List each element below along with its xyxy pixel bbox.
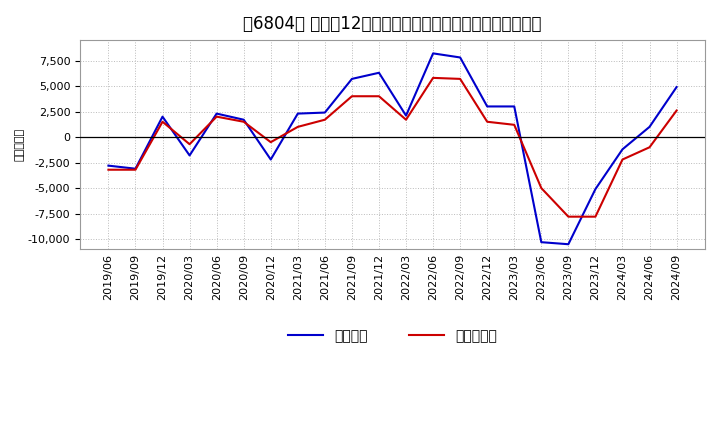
経常利益 [564, 242, 572, 247]
当期純利益 [294, 124, 302, 129]
経常利益 [374, 70, 383, 75]
当期純利益 [645, 145, 654, 150]
当期純利益 [564, 214, 572, 219]
当期純利益 [374, 94, 383, 99]
当期純利益 [402, 117, 410, 122]
経常利益 [645, 124, 654, 129]
Line: 当期純利益: 当期純利益 [109, 78, 677, 216]
当期純利益 [212, 114, 221, 119]
経常利益 [239, 117, 248, 122]
経常利益 [212, 111, 221, 116]
当期純利益 [348, 94, 356, 99]
当期純利益 [483, 119, 492, 125]
当期純利益 [320, 117, 329, 122]
当期純利益 [185, 142, 194, 147]
当期純利益 [591, 214, 600, 219]
当期純利益 [537, 185, 546, 191]
当期純利益 [239, 119, 248, 125]
当期純利益 [266, 139, 275, 145]
経常利益 [104, 163, 113, 168]
当期純利益 [104, 167, 113, 172]
当期純利益 [429, 75, 438, 81]
当期純利益 [672, 108, 681, 113]
Legend: 経常利益, 当期純利益: 経常利益, 当期純利益 [282, 323, 503, 348]
当期純利益 [158, 119, 167, 125]
当期純利益 [131, 167, 140, 172]
経常利益 [185, 153, 194, 158]
当期純利益 [510, 122, 518, 128]
経常利益 [483, 104, 492, 109]
Y-axis label: （百万円）: （百万円） [15, 128, 25, 161]
経常利益 [537, 239, 546, 245]
経常利益 [429, 51, 438, 56]
当期純利益 [618, 157, 627, 162]
経常利益 [510, 104, 518, 109]
経常利益 [320, 110, 329, 115]
経常利益 [672, 84, 681, 90]
経常利益 [131, 166, 140, 171]
Line: 経常利益: 経常利益 [109, 53, 677, 244]
経常利益 [402, 113, 410, 118]
当期純利益 [456, 76, 464, 81]
経常利益 [591, 187, 600, 192]
経常利益 [158, 114, 167, 119]
Title: ［6804］ 利益だ12か月移動合計の対前年同期増減額の推移: ［6804］ 利益だ12か月移動合計の対前年同期増減額の推移 [243, 15, 541, 33]
経常利益 [294, 111, 302, 116]
経常利益 [456, 55, 464, 60]
経常利益 [348, 76, 356, 81]
経常利益 [266, 157, 275, 162]
経常利益 [618, 147, 627, 152]
